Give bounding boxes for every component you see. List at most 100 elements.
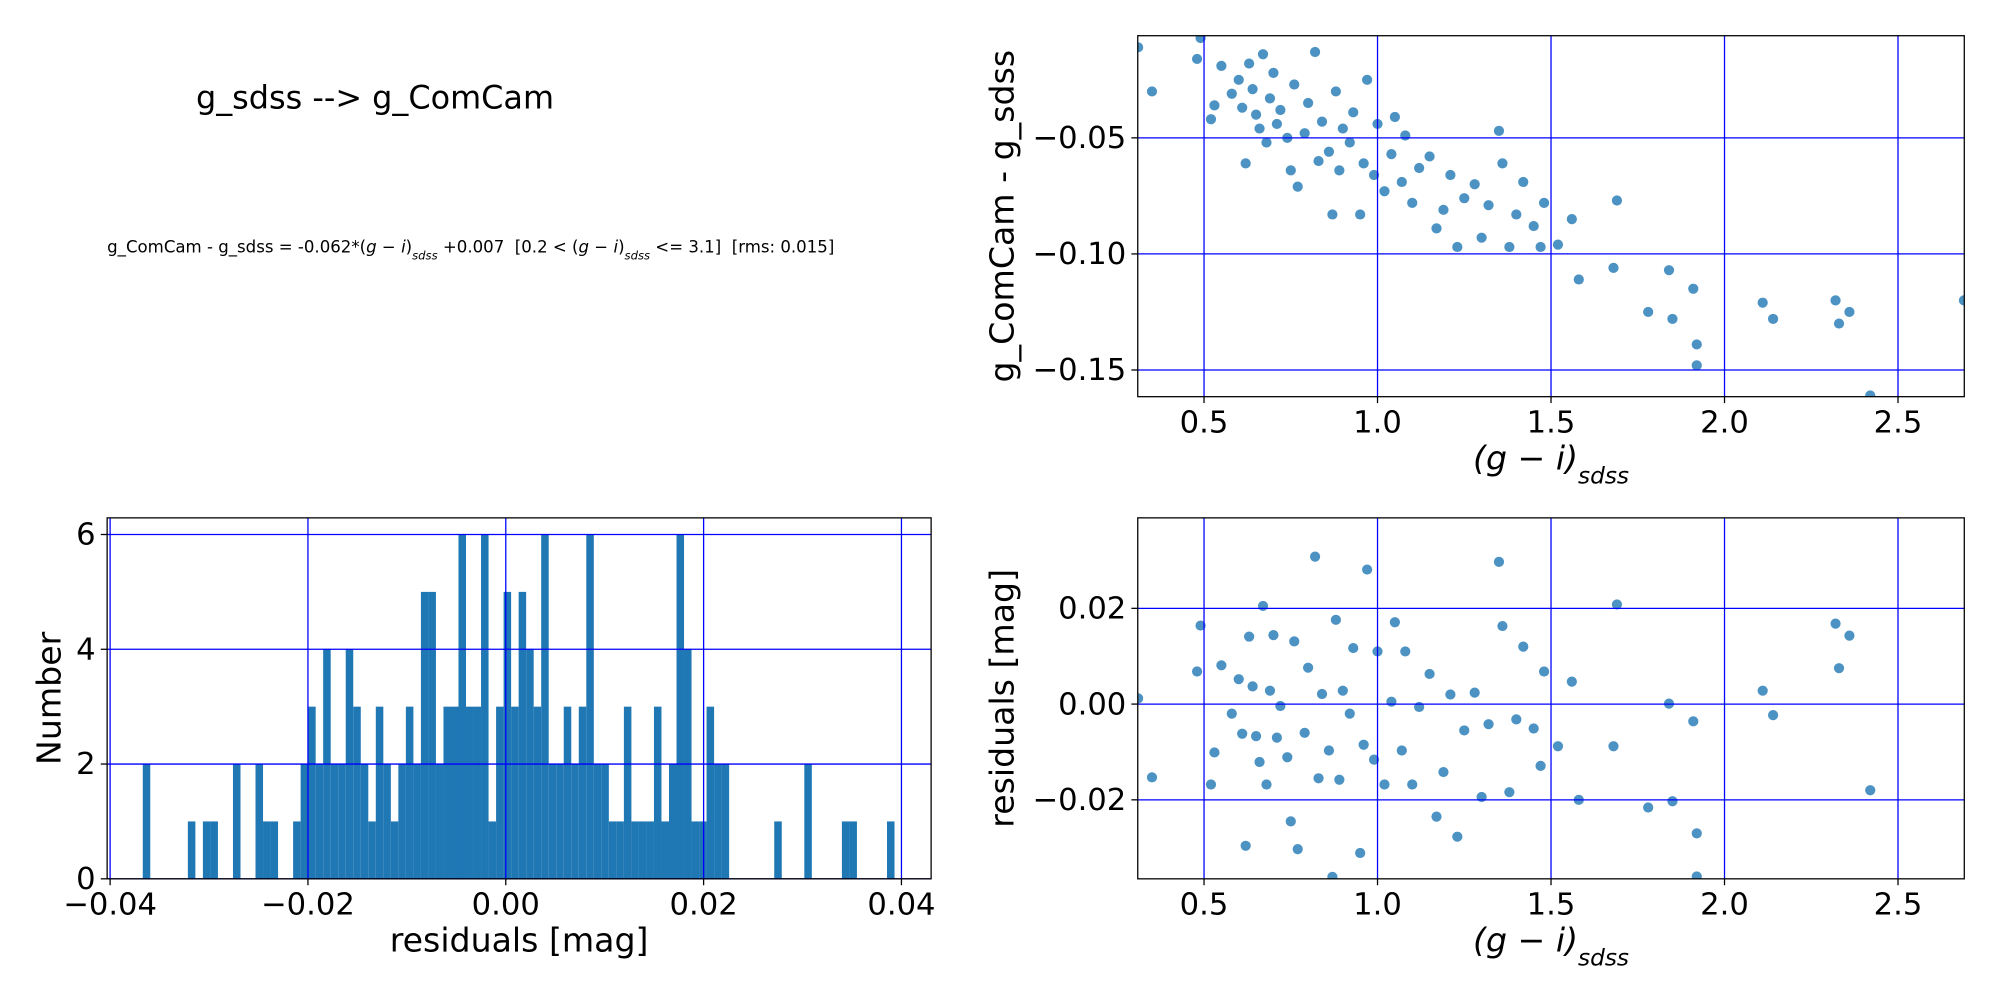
scatter-point [1431, 811, 1442, 822]
scatter-point [1844, 630, 1855, 641]
histogram-bar [714, 764, 722, 879]
histogram-bar [263, 821, 271, 879]
scatter-point [1237, 102, 1248, 113]
histogram-bar [541, 534, 549, 879]
scatter-point [1407, 197, 1418, 208]
scatter-point [1688, 716, 1699, 727]
histogram-bar [315, 764, 324, 879]
scatter-point [1452, 241, 1463, 253]
histogram-bar [202, 821, 211, 879]
x-tick-label: 2.5 [1874, 888, 1923, 923]
histogram-bar [270, 821, 279, 879]
scatter-point [1268, 630, 1279, 641]
scatter-point [1389, 617, 1400, 628]
scatter-point [1538, 666, 1550, 677]
scatter-point [1476, 232, 1487, 243]
scatter-point [1355, 847, 1366, 859]
scatter-point [1611, 195, 1623, 206]
scatter-point [1452, 831, 1463, 842]
label-part: g − i [366, 238, 406, 257]
scatter-point [1643, 306, 1654, 318]
x-tick-label: 1.5 [1527, 405, 1576, 440]
scatter-point [1264, 685, 1276, 696]
scatter-point [1303, 97, 1314, 109]
scatter-point [1438, 766, 1449, 778]
scatter-point [1667, 313, 1678, 325]
scatter-point [1146, 86, 1158, 97]
scatter-point [1400, 130, 1411, 141]
y-tick-label: 2 [76, 747, 95, 782]
histogram-bar [210, 821, 218, 879]
label-part: g − i [579, 238, 619, 257]
histogram-bar [443, 706, 451, 879]
scatter-point [1396, 176, 1407, 188]
histogram-bar [676, 534, 685, 879]
scatter-point [1535, 760, 1546, 771]
scatter-point [1362, 74, 1373, 85]
x-tick-label: 0.02 [670, 888, 738, 923]
axes-frame [106, 517, 932, 880]
scatter-point [1309, 46, 1321, 58]
scatter-point [1483, 719, 1494, 730]
scatter-point [1424, 151, 1435, 162]
scatter-point [1469, 687, 1480, 698]
scatter-point [1250, 731, 1262, 742]
scatter-point [1414, 162, 1425, 174]
axes: −0.04 −0.02 0.00 0.02 0.04 0 2 4 6 residuals [mag… [30, 517, 936, 960]
scatter-point [1282, 752, 1293, 763]
scatter-point [1233, 74, 1244, 85]
histogram-bar [631, 821, 639, 879]
scatter-point [1833, 663, 1845, 674]
scatter-point [1137, 693, 1144, 704]
scatter-point [1237, 728, 1248, 739]
panel-title: g_sdss --> g_ComCam [196, 78, 554, 116]
histogram-bar [481, 534, 489, 879]
scatter-point [1511, 714, 1522, 725]
scatter-point [1611, 599, 1623, 610]
histogram-bar [255, 764, 264, 879]
scatter-point [1137, 42, 1144, 53]
histogram-bar [405, 706, 414, 879]
scatter-point [1493, 125, 1505, 136]
x-axis-label: (g − i)sdss [1473, 921, 1629, 972]
scatter-point [1691, 871, 1702, 879]
scatter-point [1216, 60, 1227, 71]
x-tick-label: −0.02 [261, 888, 355, 923]
scatter-point [1504, 241, 1515, 253]
scatter-point [1573, 274, 1584, 285]
histogram-bar [533, 706, 542, 879]
scatter-point [1958, 295, 1965, 306]
scatter-point [1552, 741, 1564, 752]
scatter-point [1244, 58, 1255, 69]
scatter-point [1767, 709, 1779, 721]
label-part: +0.007 [0.2 < ( [438, 238, 579, 257]
scatter-point [1316, 116, 1328, 127]
scatter-point [1431, 223, 1442, 234]
scatter-point [1285, 816, 1296, 827]
y-axis-label: Number [30, 631, 69, 765]
scatter-point [1261, 779, 1272, 790]
scatter-point [1289, 79, 1300, 90]
scatter-point [1254, 756, 1265, 768]
histogram-bar [503, 591, 512, 879]
scatter-point [1264, 93, 1276, 104]
histogram-bar [593, 764, 602, 879]
scatter-point [1257, 49, 1269, 60]
x-tick-label: 2.0 [1700, 888, 1749, 923]
scatter-point [1358, 739, 1369, 750]
scatter-point [1289, 636, 1300, 647]
histogram-bar [691, 821, 700, 879]
x-tick-label: 0.00 [472, 888, 540, 923]
scatter-point [1330, 614, 1341, 625]
scatter-point [1504, 787, 1515, 798]
scatter-point [1240, 158, 1251, 169]
x-tick-label: 2.0 [1700, 405, 1749, 440]
histogram-bar [375, 706, 384, 879]
x-tick-label: 1.5 [1527, 888, 1576, 923]
histogram-bar [841, 821, 850, 879]
scatter-point [1414, 701, 1425, 713]
histogram-bar [293, 821, 301, 879]
scatter-point [1424, 668, 1435, 680]
label-part: (g − i) [1473, 438, 1578, 477]
y-tick-label: −0.15 [1032, 353, 1126, 388]
